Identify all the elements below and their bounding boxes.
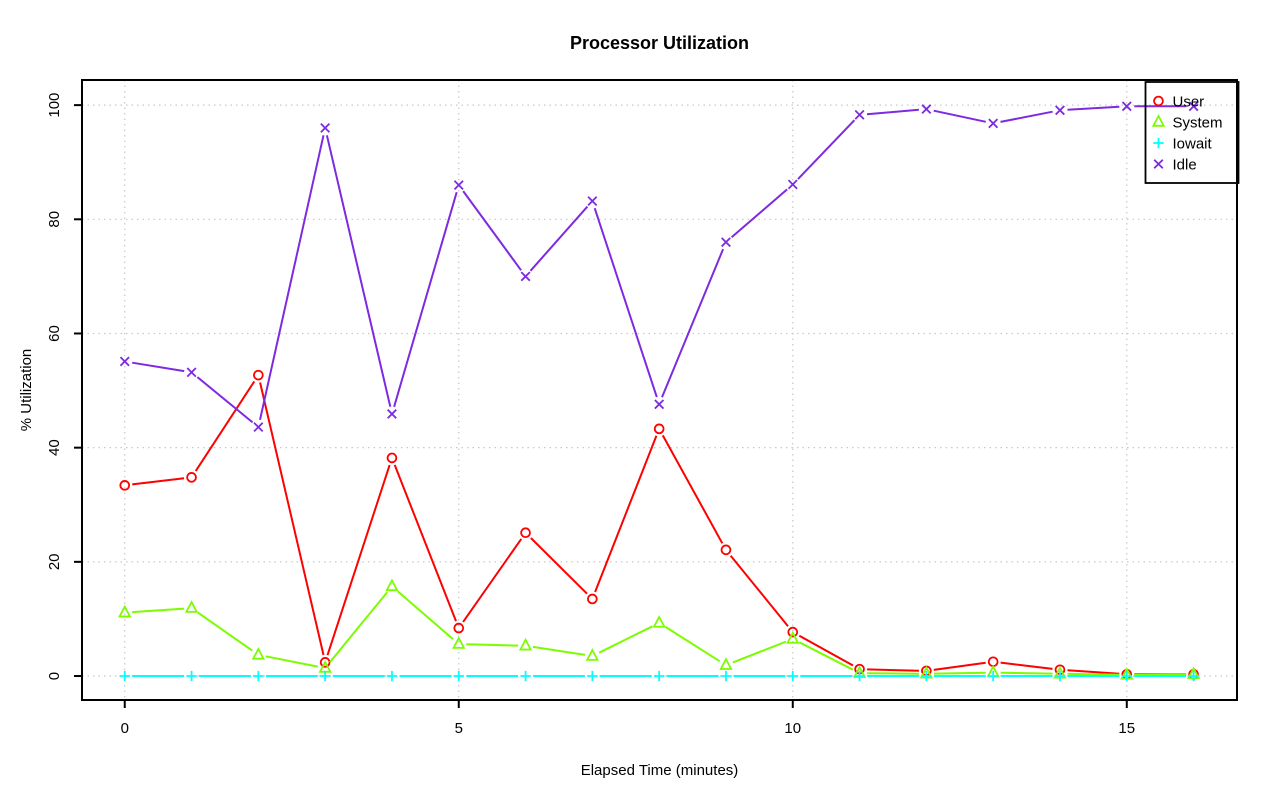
idle-point <box>1055 105 1065 116</box>
idle-point <box>721 237 731 248</box>
user-point <box>386 452 398 464</box>
iowait-point <box>319 670 331 682</box>
idle-point <box>1188 101 1199 112</box>
legend-box <box>1144 81 1240 184</box>
iowait-point <box>1188 670 1199 682</box>
iowait-point <box>386 670 398 682</box>
system-point <box>652 615 666 628</box>
y-tick-label: 0 <box>46 672 63 680</box>
idle-point <box>921 104 932 115</box>
iowait-point <box>453 670 464 682</box>
user-point <box>453 622 465 634</box>
user-point <box>653 423 665 435</box>
idle-point <box>854 109 865 120</box>
iowait-point <box>921 670 932 682</box>
y-tick-label: 20 <box>46 553 63 570</box>
legend-entry-user: User <box>1153 94 1205 111</box>
plot-frame <box>81 79 1238 701</box>
user-legend-marker <box>1153 95 1164 107</box>
idle-point <box>186 367 197 378</box>
system-point <box>452 636 466 649</box>
legend-label: Iowait <box>1173 136 1213 153</box>
y-tick-label: 80 <box>46 211 63 228</box>
iowait-point <box>587 670 598 682</box>
system-point <box>251 646 266 660</box>
x-tick-label: 0 <box>121 720 129 737</box>
idle-line <box>132 105 1187 424</box>
idle-point <box>520 271 531 282</box>
legend-label: User <box>1173 94 1205 111</box>
user-point <box>319 657 331 668</box>
legend-entry-idle: Idle <box>1153 157 1197 174</box>
legend-entry-iowait: Iowait <box>1153 136 1213 153</box>
iowait-point <box>787 670 798 682</box>
idle-point <box>453 180 464 190</box>
x-tick-label: 10 <box>784 720 801 737</box>
user-point <box>186 472 197 483</box>
user-point <box>520 527 531 539</box>
system-point <box>385 578 399 592</box>
user-point <box>587 593 598 605</box>
plot-border <box>81 79 1238 701</box>
grid-layer <box>82 80 1237 700</box>
user-point <box>720 544 732 556</box>
iowait-point <box>520 670 531 682</box>
y-axis-label: % Utilization <box>18 349 35 432</box>
legend-entry-system: System <box>1151 114 1223 132</box>
system-point <box>786 630 800 644</box>
user-point <box>253 369 264 381</box>
idle-point <box>988 118 999 129</box>
axis-layer: 0 5 10 15 0 20 40 60 80 100 <box>46 93 1135 737</box>
iowait-point <box>720 670 732 682</box>
idle-point <box>387 409 397 419</box>
system-line <box>132 590 1187 676</box>
iowait-point <box>987 670 999 682</box>
user-point <box>787 626 799 638</box>
legend-label: System <box>1173 115 1223 132</box>
x-axis-label: Elapsed Time (minutes) <box>581 762 739 779</box>
series-system <box>118 578 1201 680</box>
idle-legend-marker <box>1153 159 1164 169</box>
system-point <box>719 657 733 670</box>
chart-title: Processor Utilization <box>570 33 749 53</box>
system-point <box>518 637 533 651</box>
iowait-point <box>1054 670 1066 682</box>
iowait-point <box>854 670 865 682</box>
x-tick-label: 15 <box>1118 720 1135 737</box>
iowait-point <box>253 670 264 682</box>
series-iowait <box>119 670 1199 682</box>
x-tick-label: 5 <box>455 720 463 737</box>
iowait-legend-marker <box>1153 137 1164 149</box>
iowait-point <box>119 670 130 682</box>
user-point <box>119 480 131 491</box>
idle-point <box>787 179 798 190</box>
system-point <box>585 648 600 661</box>
legend: User System Iowait Idle <box>1144 81 1240 184</box>
idle-point <box>587 196 598 206</box>
system-legend-marker <box>1151 114 1166 127</box>
idle-point <box>119 356 130 367</box>
system-point <box>184 600 199 613</box>
user-line <box>132 380 1187 676</box>
idle-point <box>320 123 331 133</box>
y-tick-label: 40 <box>46 439 63 456</box>
legend-label: Idle <box>1173 157 1197 174</box>
idle-point <box>1121 101 1132 112</box>
iowait-point <box>653 670 665 682</box>
iowait-point <box>1121 670 1132 682</box>
system-point <box>118 604 132 618</box>
idle-point <box>654 399 665 410</box>
y-tick-label: 60 <box>46 325 63 342</box>
series-layer <box>118 101 1201 682</box>
series-user <box>119 369 1199 680</box>
iowait-point <box>186 670 197 682</box>
idle-point <box>253 422 264 433</box>
y-tick-label: 100 <box>46 93 63 118</box>
series-idle <box>119 101 1199 433</box>
